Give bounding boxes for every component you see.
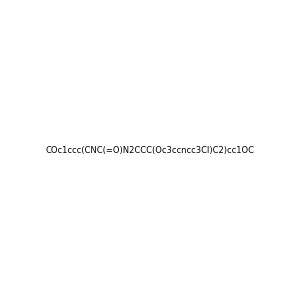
Text: COc1ccc(CNC(=O)N2CCC(Oc3ccncc3Cl)C2)cc1OC: COc1ccc(CNC(=O)N2CCC(Oc3ccncc3Cl)C2)cc1O… [46, 146, 254, 154]
